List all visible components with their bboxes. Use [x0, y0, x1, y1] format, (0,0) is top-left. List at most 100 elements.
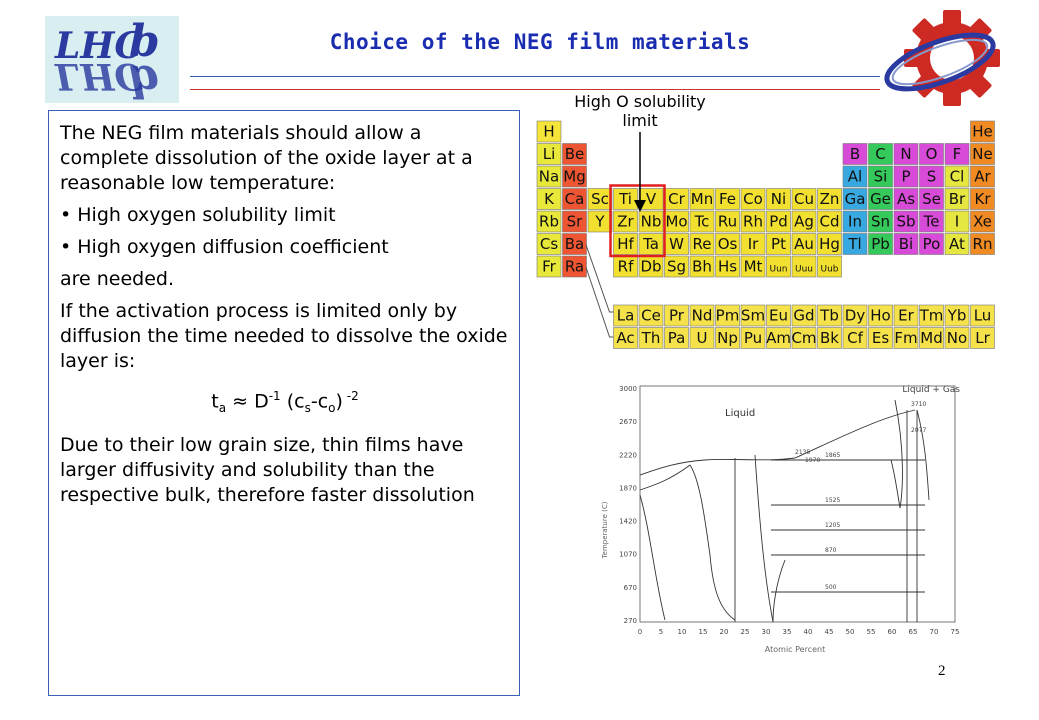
svg-text:Ho: Ho — [870, 306, 890, 324]
element-at: At — [944, 233, 970, 255]
svg-text:Es: Es — [872, 329, 889, 347]
y-tick-label: 1070 — [619, 551, 637, 559]
element-al: Al — [842, 165, 868, 188]
svg-text:H: H — [543, 122, 554, 140]
x-tick-label: 20 — [720, 628, 729, 636]
svg-text:Md: Md — [920, 329, 942, 347]
element-hs: Hs — [715, 255, 740, 278]
element-ar: Ar — [970, 165, 995, 188]
element-nd: Nd — [689, 304, 715, 327]
element-o: O — [919, 143, 944, 165]
svg-text:Sr: Sr — [567, 212, 584, 230]
y-tick-label: 3000 — [619, 385, 637, 393]
lhcb-logo: LHC b LHC b — [45, 16, 179, 106]
element-c: C — [868, 143, 893, 165]
element-in: In — [842, 210, 868, 233]
svg-text:P: P — [901, 167, 910, 185]
conclusion-paragraph: Due to their low grain size, thin films … — [60, 434, 475, 507]
element-no: No — [944, 327, 970, 349]
svg-text:Tl: Tl — [847, 235, 861, 253]
svg-text:Cm: Cm — [791, 329, 816, 347]
element-au: Au — [791, 233, 817, 255]
svg-text:Pr: Pr — [669, 306, 685, 324]
svg-text:Ir: Ir — [748, 235, 759, 253]
phase-annotation: 500 — [825, 584, 837, 591]
x-tick-label: 5 — [659, 628, 663, 636]
y-tick-label: 2670 — [619, 418, 637, 426]
element-th: Th — [638, 327, 664, 349]
element-cu: Cu — [791, 188, 817, 210]
element-hf: Hf — [613, 233, 638, 255]
svg-text:Mn: Mn — [691, 190, 713, 208]
element-zn: Zn — [817, 188, 842, 210]
x-axis-label: Atomic Percent — [765, 645, 825, 654]
arrow-down-icon — [630, 132, 650, 214]
svg-text:b: b — [129, 16, 160, 67]
element-sb: Sb — [893, 210, 919, 233]
element-rn: Rn — [970, 233, 995, 255]
element-fr: Fr — [536, 255, 562, 278]
svg-text:LHC: LHC — [54, 55, 143, 97]
element-cl: Cl — [944, 165, 970, 188]
svg-text:Br: Br — [949, 190, 966, 208]
svg-text:Sm: Sm — [741, 306, 765, 324]
svg-text:V: V — [646, 190, 657, 208]
svg-text:N: N — [900, 145, 911, 163]
svg-text:Rf: Rf — [618, 257, 634, 275]
element-ge: Ge — [868, 188, 893, 210]
phase-annotation: 1865 — [825, 452, 840, 459]
element-sg: Sg — [664, 255, 689, 278]
legend-liquid-gas: Liquid + Gas — [902, 385, 960, 395]
svg-text:Mo: Mo — [665, 212, 687, 230]
svg-text:Au: Au — [794, 235, 814, 253]
element-cd: Cd — [817, 210, 842, 233]
svg-text:Pa: Pa — [668, 329, 686, 347]
element-mo: Mo — [664, 210, 689, 233]
element-li: Li — [536, 143, 562, 165]
element-ta: Ta — [638, 233, 664, 255]
x-tick-label: 15 — [699, 628, 708, 636]
svg-text:b: b — [129, 55, 160, 103]
svg-text:Uub: Uub — [820, 264, 838, 274]
svg-text:No: No — [947, 329, 967, 347]
phase-annotation: 870 — [825, 547, 837, 554]
element-u: U — [689, 327, 715, 349]
element-kr: Kr — [970, 188, 995, 210]
element-fe: Fe — [715, 188, 740, 210]
svg-text:Bk: Bk — [820, 329, 839, 347]
element-tb: Tb — [817, 304, 842, 327]
element-es: Es — [868, 327, 893, 349]
element-hg: Hg — [817, 233, 842, 255]
element-uun: Uun — [766, 255, 791, 278]
x-tick-label: 25 — [741, 628, 750, 636]
element-ce: Ce — [638, 304, 664, 327]
x-tick-label: 65 — [909, 628, 918, 636]
element-os: Os — [715, 233, 740, 255]
element-ho: Ho — [868, 304, 893, 327]
x-tick-label: 70 — [930, 628, 939, 636]
element-co: Co — [740, 188, 766, 210]
element-s: S — [919, 165, 944, 188]
element-er: Er — [893, 304, 919, 327]
svg-text:In: In — [848, 212, 862, 230]
svg-text:Xe: Xe — [973, 212, 992, 230]
phase-diagram: Temperature (C) Atomic Percent Liquid + … — [595, 380, 975, 655]
x-tick-label: 10 — [678, 628, 687, 636]
x-tick-label: 75 — [951, 628, 960, 636]
svg-text:Ta: Ta — [642, 235, 659, 253]
element-ru: Ru — [715, 210, 740, 233]
element-pa: Pa — [664, 327, 689, 349]
svg-text:Mt: Mt — [744, 257, 763, 275]
element-cs: Cs — [536, 233, 562, 255]
element-be: Be — [562, 143, 587, 165]
svg-text:Hg: Hg — [819, 235, 840, 253]
x-tick-label: 30 — [762, 628, 771, 636]
element-mn: Mn — [689, 188, 715, 210]
element-sc: Sc — [587, 188, 613, 210]
x-tick-label: 0 — [638, 628, 642, 636]
svg-text:Cu: Cu — [794, 190, 814, 208]
element-cm: Cm — [791, 327, 817, 349]
svg-text:Mg: Mg — [563, 167, 585, 185]
element-tl: Tl — [842, 233, 868, 255]
element-rh: Rh — [740, 210, 766, 233]
